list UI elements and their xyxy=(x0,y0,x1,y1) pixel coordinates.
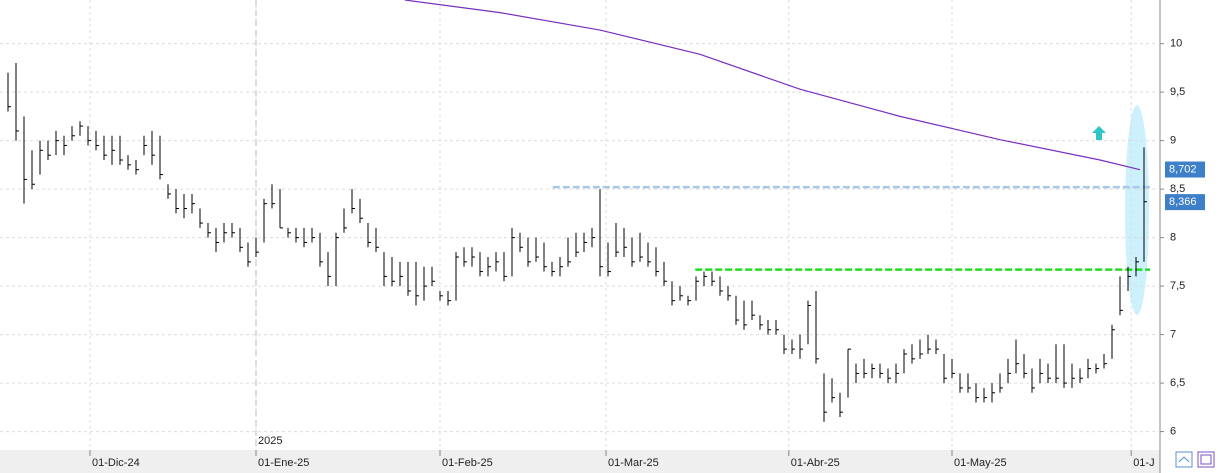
y-tick-label: 10,5 xyxy=(1170,0,1191,1)
save-icon xyxy=(1200,454,1212,465)
x-tick-label: 01-J xyxy=(1133,457,1154,469)
zoom-button[interactable] xyxy=(1175,451,1193,468)
zoom-icon xyxy=(1178,456,1190,463)
y-tick-label: 6 xyxy=(1170,425,1176,437)
up-arrow xyxy=(1092,126,1106,140)
highlight-ellipse xyxy=(1125,105,1149,315)
x-tick-label: 01-Mar-25 xyxy=(608,457,659,469)
x-tick-label: 01-May-25 xyxy=(954,457,1007,469)
y-tick-label: 7 xyxy=(1170,328,1176,340)
y-tick-label: 8 xyxy=(1170,232,1176,244)
price-label: 8,366 xyxy=(1169,196,1197,208)
x-tick-label: 01-Abr-25 xyxy=(791,457,840,469)
x-axis-strip xyxy=(0,450,1160,473)
y-tick-label: 8,5 xyxy=(1170,183,1185,195)
price-label-box xyxy=(1165,194,1205,211)
x-tick-label: 01-Feb-25 xyxy=(442,457,493,469)
y-tick-label: 9 xyxy=(1170,135,1176,147)
save-button[interactable] xyxy=(1197,451,1215,468)
y-tick-label: 10 xyxy=(1170,38,1182,50)
x-tick-label: 01-Dic-24 xyxy=(92,457,140,469)
price-label: 8,702 xyxy=(1169,163,1197,175)
year-label: 2025 xyxy=(258,435,282,447)
y-tick-label: 9,5 xyxy=(1170,86,1185,98)
y-tick-label: 6,5 xyxy=(1170,377,1185,389)
price-label-box xyxy=(1165,161,1205,178)
y-tick-label: 7,5 xyxy=(1170,280,1185,292)
x-tick-label: 01-Ene-25 xyxy=(258,457,309,469)
moving-average xyxy=(404,0,1141,171)
